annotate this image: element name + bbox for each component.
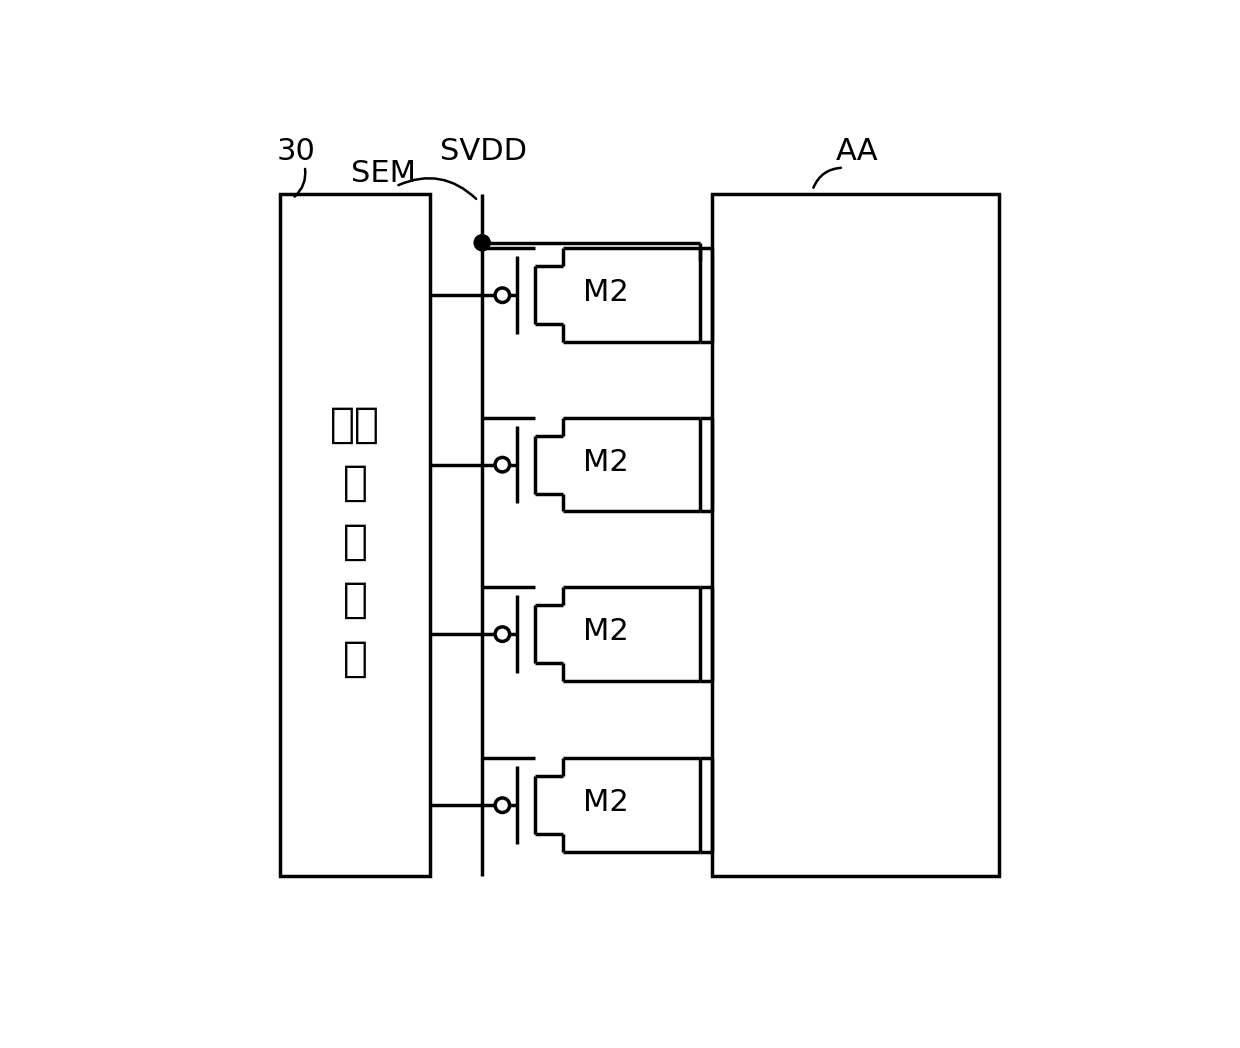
Text: 发光
控
制
电
路: 发光 控 制 电 路 bbox=[330, 403, 381, 679]
Text: SVDD: SVDD bbox=[440, 136, 527, 166]
Text: M2: M2 bbox=[583, 617, 629, 647]
Text: SEM: SEM bbox=[351, 159, 417, 189]
Text: AA: AA bbox=[836, 136, 878, 166]
Text: 30: 30 bbox=[277, 136, 315, 166]
Bar bbox=[280, 194, 430, 876]
Text: M2: M2 bbox=[583, 279, 629, 307]
Text: M2: M2 bbox=[583, 788, 629, 817]
Bar bbox=[712, 194, 998, 876]
Text: M2: M2 bbox=[583, 447, 629, 477]
Circle shape bbox=[474, 235, 490, 250]
